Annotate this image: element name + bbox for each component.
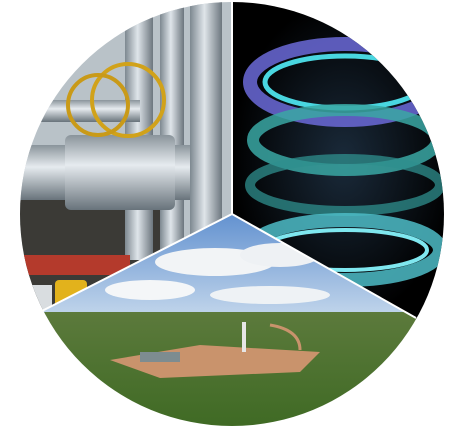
pipes-photo — [20, 2, 232, 312]
wedge-dividers — [39, 2, 417, 319]
